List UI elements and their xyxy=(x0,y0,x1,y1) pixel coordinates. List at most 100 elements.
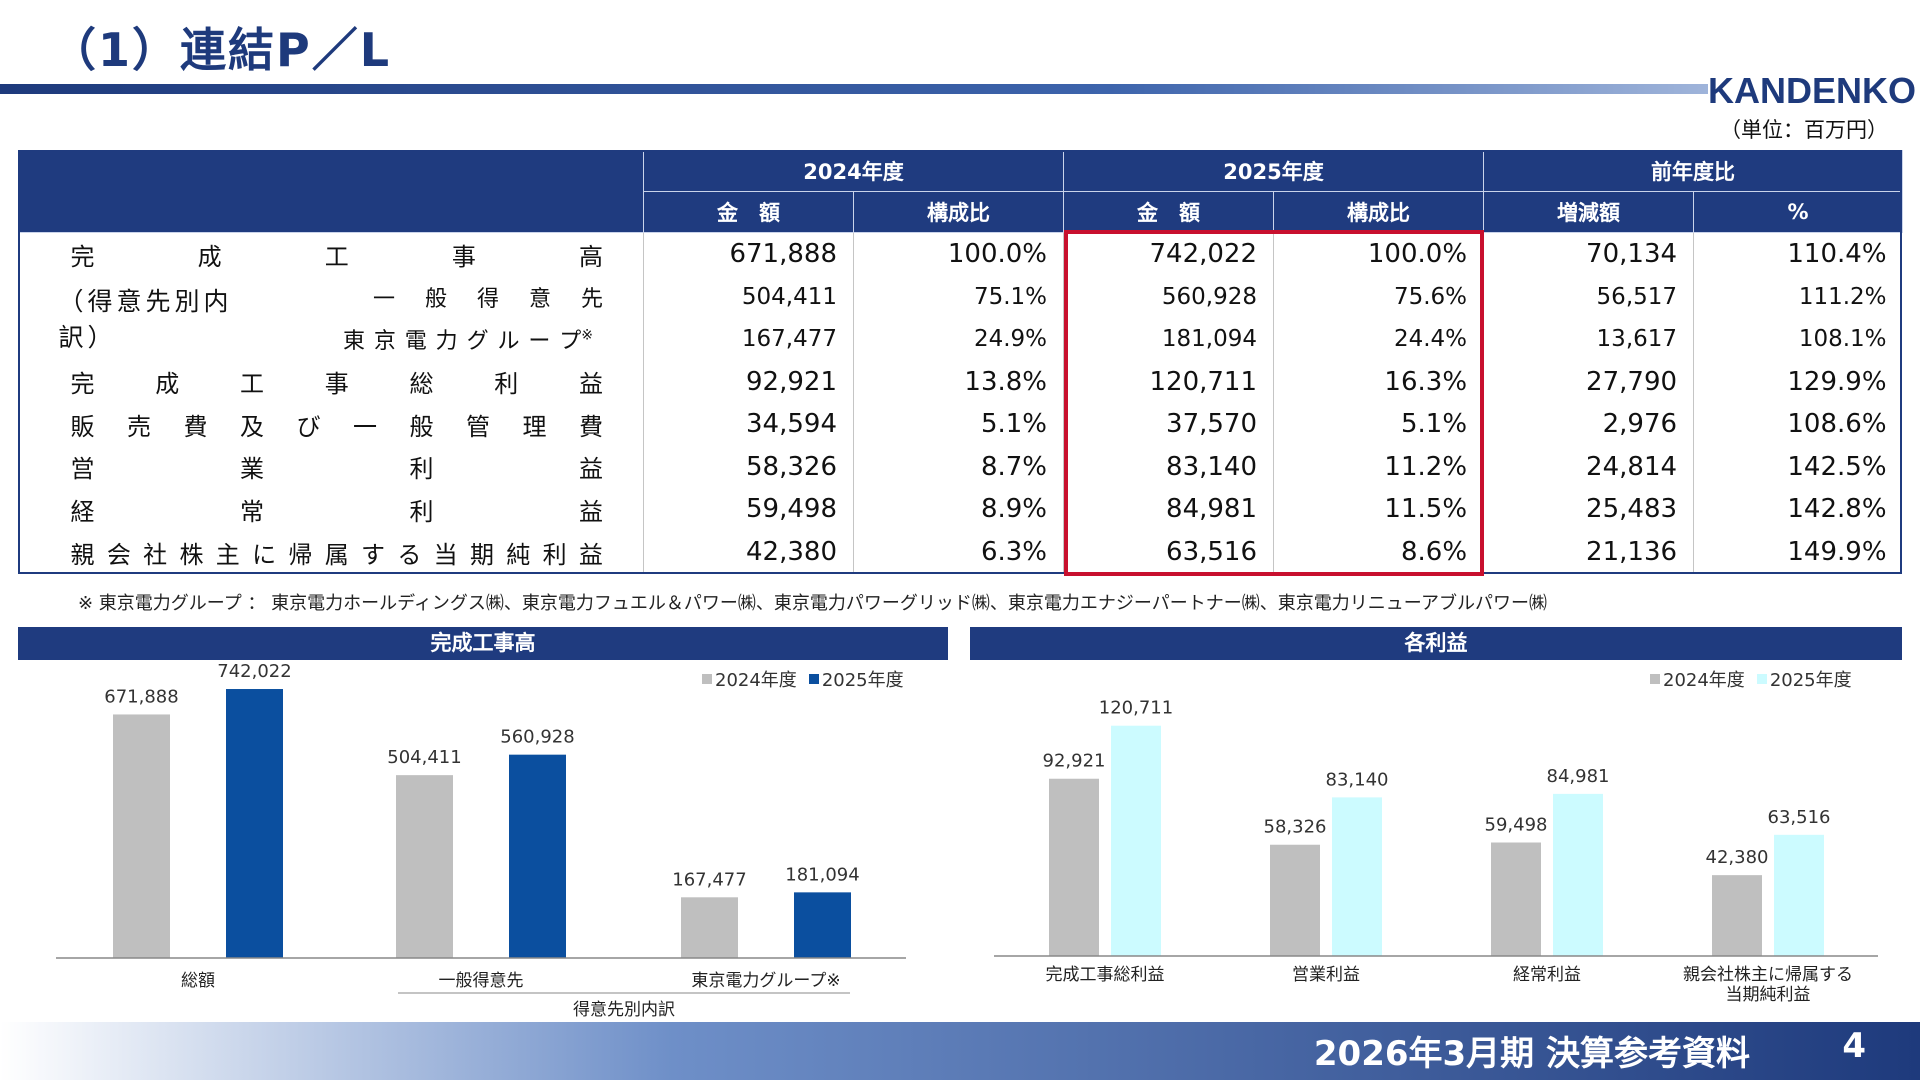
row-label: 販売費及び一般管理費 xyxy=(70,412,604,441)
bar-2025 xyxy=(1332,797,1382,956)
bar-2024 xyxy=(681,897,738,958)
table-cell: 6.3% xyxy=(852,530,1064,574)
subheader-change: 増減額 xyxy=(1483,191,1695,233)
subheader-ratio-2025: 構成比 xyxy=(1273,191,1485,233)
legend-item-2024: 2024年度 xyxy=(1650,666,1745,692)
table-cell: 84,981 xyxy=(1063,488,1274,531)
footer-title: 2026年3月期 決算参考資料 xyxy=(1313,1034,1750,1074)
data-label: 560,928 xyxy=(500,727,574,748)
table-cell: 24,814 xyxy=(1483,445,1694,488)
table-cell: 63,516 xyxy=(1063,530,1274,574)
table-cell: 149.9% xyxy=(1693,530,1903,574)
table-row: 完成工事総利益 92,921 13.8% 120,711 16.3% 27,790 129.… xyxy=(19,360,1903,403)
breakdown-label: （得意先別内訳） xyxy=(58,287,233,352)
table-cell: 5.1% xyxy=(852,403,1064,446)
table-cell: 27,790 xyxy=(1483,360,1694,403)
table-cell: 21,136 xyxy=(1483,530,1694,574)
table-cell: 742,022 xyxy=(1063,232,1274,276)
table-cell: 56,517 xyxy=(1483,275,1694,318)
table-row: 親会社株主に帰属する当期純利益 42,380 6.3% 63,516 8.6% 21,13… xyxy=(19,530,1903,574)
table-cell: 75.6% xyxy=(1273,275,1484,318)
data-label: 42,380 xyxy=(1706,847,1769,868)
category-label: 当期純利益 xyxy=(1726,985,1811,1005)
table-cell: 70,134 xyxy=(1483,232,1694,276)
data-label: 671,888 xyxy=(104,686,178,707)
table-cell: 13.8% xyxy=(852,360,1064,403)
breakdown-label-cell: （得意先別内訳） 一般得意先東京電力グループ※ xyxy=(19,276,644,361)
category-label: 総額 xyxy=(181,971,215,991)
row-label: 営業利益 xyxy=(70,455,604,484)
subheader-percent: % xyxy=(1693,191,1904,233)
legend-profits: 2024年度 2025年度 xyxy=(1650,666,1852,692)
table-cell: 100.0% xyxy=(852,232,1064,276)
legend-swatch-2024 xyxy=(1650,674,1660,684)
bar-2024 xyxy=(1712,875,1762,956)
bar-2025 xyxy=(1774,834,1824,956)
data-label: 83,140 xyxy=(1326,769,1389,790)
table-cell: 59,498 xyxy=(643,488,854,531)
table-row: 営業利益 58,326 8.7% 83,140 11.2% 24,814 142.5% xyxy=(19,445,1903,488)
data-label: 59,498 xyxy=(1485,814,1548,835)
table-row: 167,477 24.9% 181,094 24.4% 13,617 108.1% xyxy=(19,318,1903,361)
category-label: 親会社株主に帰属する xyxy=(1683,965,1853,985)
data-label: 92,921 xyxy=(1043,751,1106,772)
page-title: （1）連結P／L xyxy=(50,23,392,77)
bar-2025 xyxy=(226,689,283,958)
footer-bar xyxy=(0,1022,1920,1080)
category-label: 経常利益 xyxy=(1513,965,1581,985)
legend-item-2025: 2025年度 xyxy=(808,666,904,692)
category-label: 営業利益 xyxy=(1292,965,1360,985)
company-logo: KANDENKO xyxy=(1708,70,1917,111)
row-label: 経常利益 xyxy=(70,497,604,526)
legend-sales: 2024年度 2025年度 xyxy=(702,666,904,692)
data-label: 167,477 xyxy=(672,869,746,890)
table-row: （得意先別内訳） 一般得意先東京電力グループ※ 504,411 75.1% 560,92… xyxy=(19,275,1903,354)
table-cell: 13,617 xyxy=(1483,318,1694,361)
subheader-amount-2024: 金 額 xyxy=(643,191,854,233)
row-label-general: 一般得意先 xyxy=(373,287,603,312)
table-cell: 34,594 xyxy=(643,403,854,446)
table-row: 経常利益 59,498 8.9% 84,981 11.5% 25,483 142.8% xyxy=(19,488,1903,531)
table-cell: 504,411 xyxy=(643,275,854,318)
data-label: 84,981 xyxy=(1547,766,1610,787)
pl-table: 2024年度 2025年度 前年度比 金 額 構成比 金 額 構成比 増減額 %… xyxy=(18,150,1904,574)
row-label: 完成工事総利益 xyxy=(70,370,604,399)
table-cell: 142.5% xyxy=(1693,445,1903,488)
table-cell: 671,888 xyxy=(643,232,854,276)
category-label: 一般得意先 xyxy=(439,971,524,991)
table-cell: 108.1% xyxy=(1693,318,1903,361)
data-label: 181,094 xyxy=(785,864,859,885)
chart-title-profits: 各利益 xyxy=(970,627,1902,660)
table-cell: 83,140 xyxy=(1063,445,1274,488)
legend-item-2025: 2025年度 xyxy=(1756,666,1852,692)
table-cell: 110.4% xyxy=(1693,232,1903,276)
table-row: 販売費及び一般管理費 34,594 5.1% 37,570 5.1% 2,976 108.6… xyxy=(19,403,1903,446)
legend-item-2024: 2024年度 xyxy=(702,666,797,692)
table-row: 完成工事高 671,888 100.0% 742,022 100.0% 70,134 110… xyxy=(19,232,1903,276)
bar-2024 xyxy=(113,714,170,958)
table-header-row-sub: 金 額 構成比 金 額 構成比 増減額 % xyxy=(19,191,1904,233)
table-cell: 8.7% xyxy=(852,445,1064,488)
header-blank-cell xyxy=(18,150,644,233)
row-label: 親会社株主に帰属する当期純利益 xyxy=(70,540,603,569)
group-label: 得意先別内訳 xyxy=(573,1000,675,1020)
data-label: 58,326 xyxy=(1264,817,1327,838)
table-cell: 25,483 xyxy=(1483,488,1694,531)
table-cell: 16.3% xyxy=(1273,360,1484,403)
data-label: 504,411 xyxy=(387,747,461,768)
table-cell: 24.4% xyxy=(1273,318,1484,361)
footnote: ※ 東京電力グループ ： 東京電力ホールディングス㈱、東京電力フュエル＆パワー㈱… xyxy=(78,593,1547,614)
bar-2025 xyxy=(1111,725,1161,956)
table-cell: 37,570 xyxy=(1063,403,1274,446)
category-label: 完成工事総利益 xyxy=(1046,965,1165,985)
legend-swatch-2024 xyxy=(702,674,712,684)
table-cell: 100.0% xyxy=(1273,232,1484,276)
bar-2024 xyxy=(1491,842,1541,956)
table-cell: 75.1% xyxy=(852,275,1064,318)
subheader-amount-2025: 金 額 xyxy=(1063,191,1275,233)
table-cell: 24.9% xyxy=(852,318,1064,361)
table-cell: 120,711 xyxy=(1063,360,1274,403)
data-label: 63,516 xyxy=(1768,807,1831,828)
subheader-ratio-2024: 構成比 xyxy=(852,191,1065,233)
table-cell: 2,976 xyxy=(1483,403,1694,446)
